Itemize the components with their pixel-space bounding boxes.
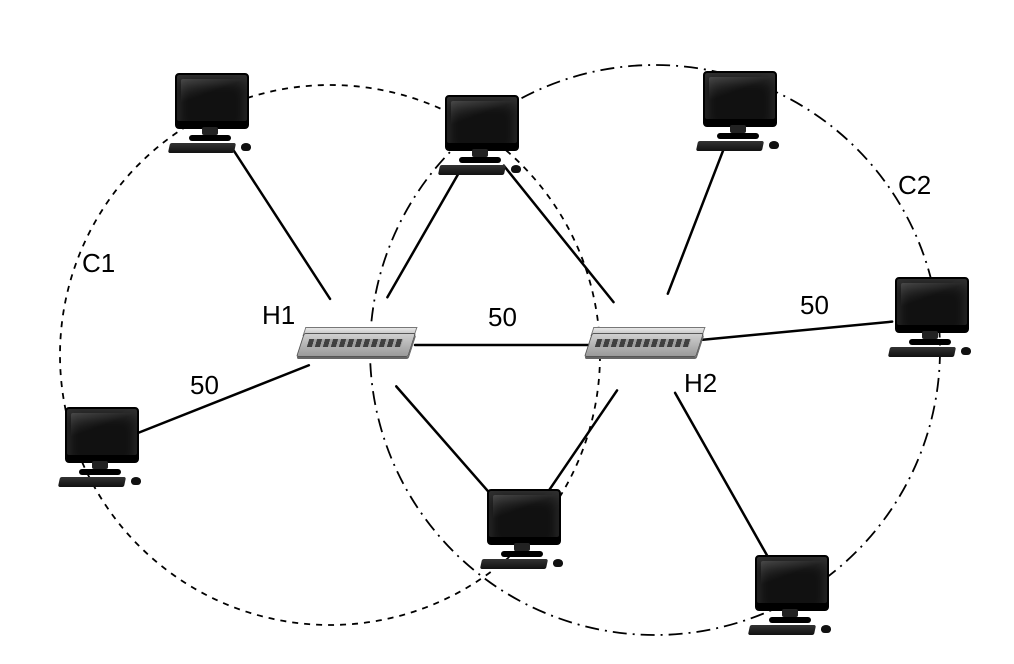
computer-icon: [479, 489, 565, 571]
edge-weight-label: 50: [190, 370, 219, 401]
computer-icon: [747, 555, 833, 637]
hub-label: H1: [262, 300, 295, 331]
computer-icon: [437, 95, 523, 177]
hub-icon: [300, 327, 420, 363]
hub-label: H2: [684, 368, 717, 399]
edge-weight-label: 50: [488, 302, 517, 333]
cluster-label: C1: [82, 248, 115, 279]
hub-icon: [588, 327, 708, 363]
computer-icon: [167, 73, 253, 155]
cluster-label: C2: [898, 170, 931, 201]
computer-icon: [695, 71, 781, 153]
edge-weight-label: 50: [800, 290, 829, 321]
computer-icon: [57, 407, 143, 489]
computer-icon: [887, 277, 973, 359]
